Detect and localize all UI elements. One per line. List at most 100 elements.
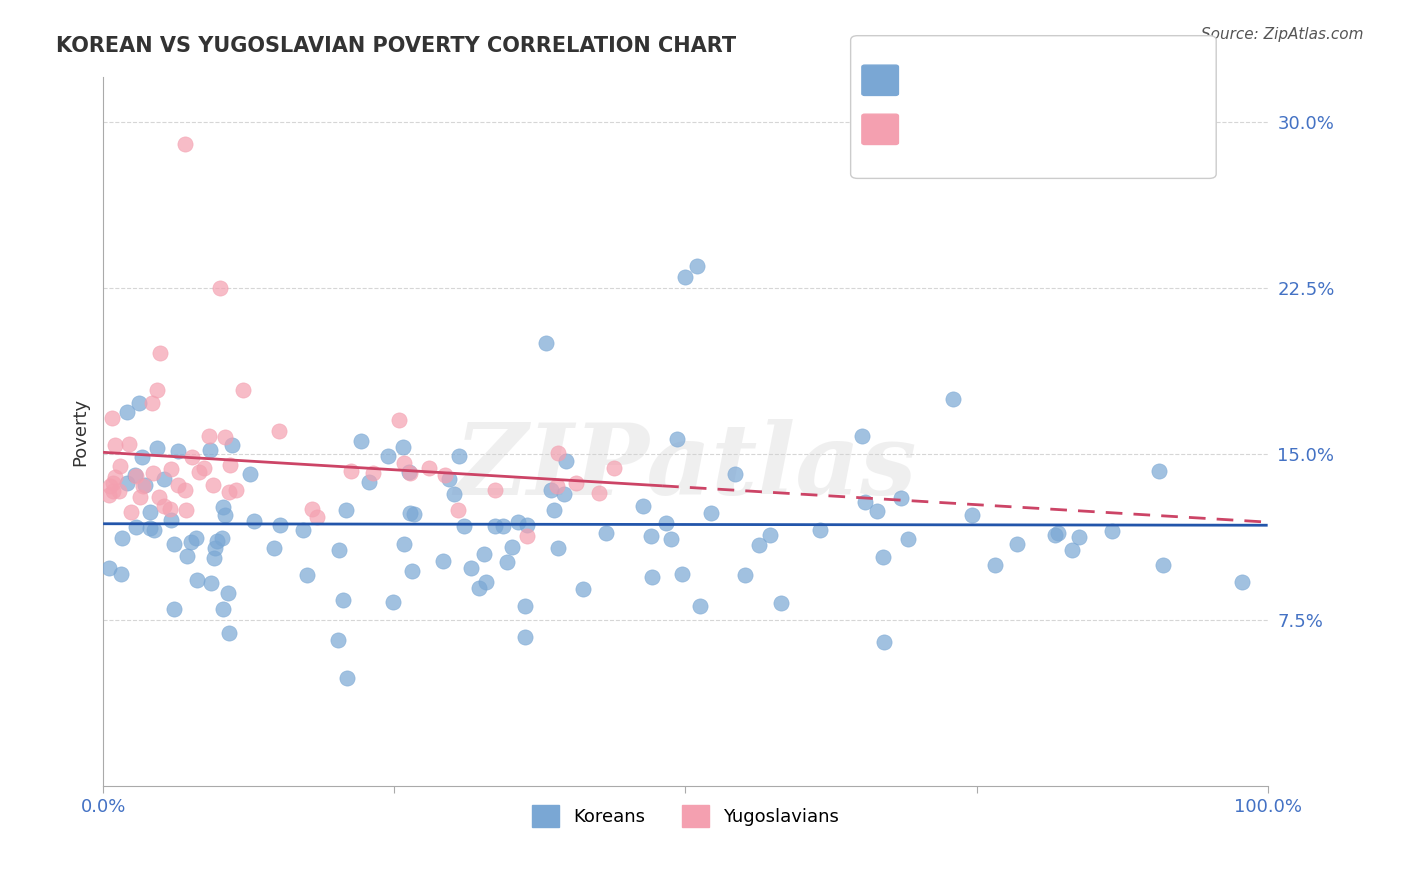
Koreans xyxy=(686,259,709,273)
Koreans xyxy=(769,595,792,609)
Koreans xyxy=(897,532,920,546)
Koreans xyxy=(671,566,693,581)
Koreans xyxy=(513,630,536,644)
Koreans xyxy=(508,516,530,530)
Koreans xyxy=(540,483,562,498)
Yugoslavians xyxy=(484,483,506,497)
Yugoslavians xyxy=(101,411,124,425)
Koreans xyxy=(184,531,207,545)
Yugoslavians xyxy=(174,503,197,517)
Koreans xyxy=(328,633,350,648)
Koreans xyxy=(111,531,134,545)
Koreans xyxy=(543,503,565,517)
Koreans xyxy=(239,467,262,481)
Koreans xyxy=(163,602,186,616)
Koreans xyxy=(138,521,160,535)
Koreans xyxy=(159,513,181,527)
Koreans xyxy=(640,529,662,543)
Text: Source: ZipAtlas.com: Source: ZipAtlas.com xyxy=(1201,27,1364,42)
Yugoslavians xyxy=(516,528,538,542)
Yugoslavians xyxy=(152,499,174,513)
Koreans xyxy=(139,505,162,519)
Koreans xyxy=(759,527,782,541)
Koreans xyxy=(243,515,266,529)
Yugoslavians xyxy=(225,483,247,497)
Yugoslavians xyxy=(388,413,411,427)
Text: N =: N = xyxy=(1019,120,1059,138)
Koreans xyxy=(555,454,578,468)
Koreans xyxy=(873,635,896,649)
Koreans xyxy=(942,392,965,406)
Koreans xyxy=(269,518,291,533)
Koreans xyxy=(460,561,482,575)
Yugoslavians xyxy=(208,281,231,295)
Yugoslavians xyxy=(418,460,440,475)
Koreans xyxy=(655,516,678,530)
Koreans xyxy=(889,491,911,506)
Yugoslavians xyxy=(129,490,152,504)
Yugoslavians xyxy=(120,506,142,520)
Koreans xyxy=(180,534,202,549)
Yugoslavians xyxy=(97,488,120,502)
Koreans xyxy=(204,541,226,555)
Koreans xyxy=(1047,525,1070,540)
Yugoslavians xyxy=(202,477,225,491)
Koreans xyxy=(872,550,894,565)
Koreans xyxy=(472,548,495,562)
Koreans xyxy=(402,507,425,521)
Yugoslavians xyxy=(142,466,165,480)
Koreans xyxy=(641,569,664,583)
Koreans xyxy=(128,396,150,410)
Koreans xyxy=(186,573,208,587)
Koreans xyxy=(659,533,682,547)
Koreans xyxy=(534,336,557,351)
Koreans xyxy=(263,541,285,555)
Yugoslavians xyxy=(167,478,190,492)
Koreans xyxy=(748,538,770,552)
Koreans xyxy=(146,441,169,455)
Koreans xyxy=(392,537,415,551)
Yugoslavians xyxy=(547,446,569,460)
Koreans xyxy=(960,508,983,523)
Koreans xyxy=(547,541,569,556)
Yugoslavians xyxy=(399,466,422,480)
Yugoslavians xyxy=(104,438,127,452)
Yugoslavians xyxy=(148,490,170,504)
Text: ZIPatlas: ZIPatlas xyxy=(454,419,917,516)
Yugoslavians xyxy=(118,437,141,451)
Koreans xyxy=(443,487,465,501)
Koreans xyxy=(474,574,496,589)
Yugoslavians xyxy=(174,483,197,498)
Yugoslavians xyxy=(361,466,384,480)
Koreans xyxy=(134,478,156,492)
Yugoslavians xyxy=(603,461,626,475)
Yugoslavians xyxy=(218,484,240,499)
Koreans xyxy=(1147,464,1170,478)
Koreans xyxy=(166,444,188,458)
Koreans xyxy=(447,449,470,463)
Koreans xyxy=(214,508,236,523)
Koreans xyxy=(392,441,415,455)
Koreans xyxy=(163,537,186,551)
Koreans xyxy=(198,442,221,457)
Text: KOREAN VS YUGOSLAVIAN POVERTY CORRELATION CHART: KOREAN VS YUGOSLAVIAN POVERTY CORRELATIO… xyxy=(56,36,737,55)
Koreans xyxy=(176,549,198,564)
Koreans xyxy=(851,428,873,442)
Koreans xyxy=(689,599,711,613)
Koreans xyxy=(211,602,233,616)
Koreans xyxy=(496,555,519,569)
Koreans xyxy=(200,575,222,590)
Yugoslavians xyxy=(588,486,610,500)
Koreans xyxy=(665,432,688,446)
Text: N =: N = xyxy=(1019,71,1059,89)
Koreans xyxy=(700,506,723,520)
Koreans xyxy=(1043,528,1066,542)
Koreans xyxy=(382,595,405,609)
Koreans xyxy=(515,599,537,614)
Yugoslavians xyxy=(392,457,415,471)
Yugoslavians xyxy=(149,346,172,360)
Koreans xyxy=(336,671,359,685)
Koreans xyxy=(124,520,146,534)
Koreans xyxy=(631,500,654,514)
Yugoslavians xyxy=(546,479,568,493)
